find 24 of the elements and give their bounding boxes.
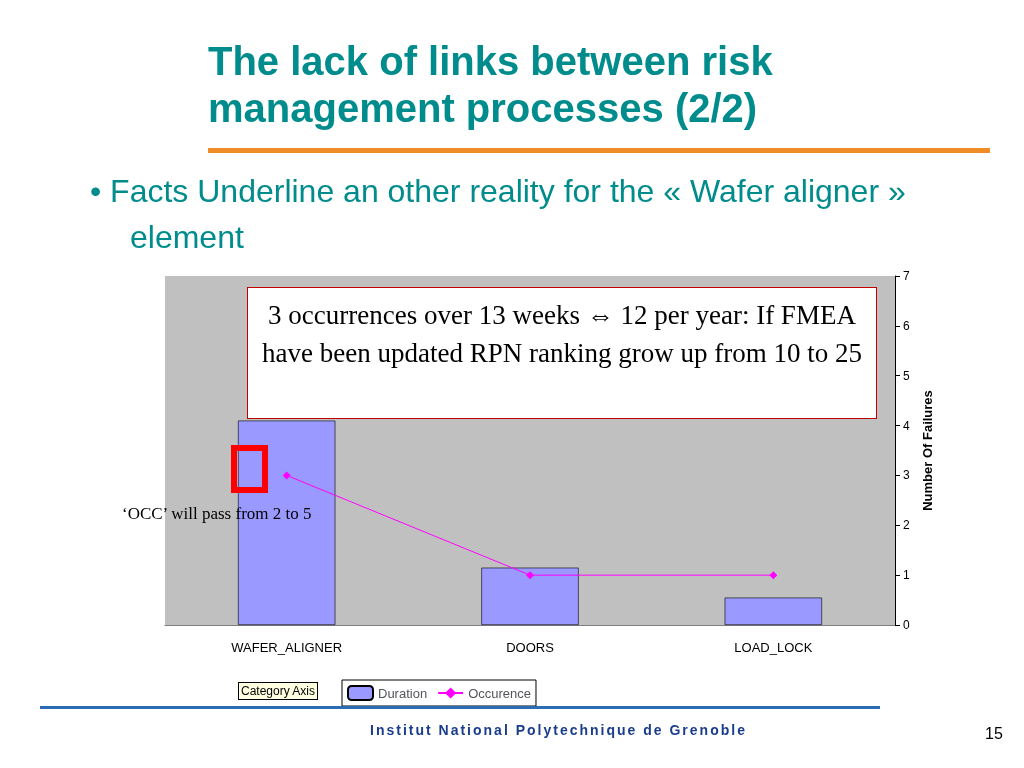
y-tick-label: 0 (903, 618, 910, 632)
y-tick-label: 3 (903, 468, 910, 483)
text: Institut National Polytechnique de Grenoble (370, 722, 747, 738)
y-tick-label: 5 (903, 368, 910, 383)
annotation: ‘OCC’ will pass from 2 to 5 (122, 504, 312, 524)
y-tick-label: 2 (903, 518, 910, 533)
y-tick-label: 7 (903, 269, 910, 283)
annotation: 3 occurrences over 13 weeks ⇔ 12 per year: If FMEA have been updated RPN ranking grow up from 10 to 25 (247, 287, 877, 419)
bar (481, 567, 579, 625)
chart-title: The lack of links between risk management processes (2/2) (208, 38, 774, 132)
y-tick-label: 4 (903, 418, 910, 433)
x-tick-label: WAFER_ALIGNER (231, 640, 343, 655)
bar (724, 597, 822, 625)
text: 15 (985, 725, 1003, 743)
y-tick-label: 6 (903, 318, 910, 333)
bar (238, 420, 336, 625)
chart-subtitle: • Facts Underline an other reality for the « Wafer aligner » element (90, 172, 907, 257)
x-tick-label: LOAD_LOCK (734, 640, 813, 655)
text: Category Axis (238, 682, 319, 700)
y-axis-title: Number Of Failures (919, 390, 935, 511)
x-tick-label: DOORS (506, 640, 555, 655)
y-tick-label: 1 (903, 568, 910, 583)
legend-label: Occurence (468, 685, 532, 701)
legend-label: Duration (378, 685, 428, 701)
